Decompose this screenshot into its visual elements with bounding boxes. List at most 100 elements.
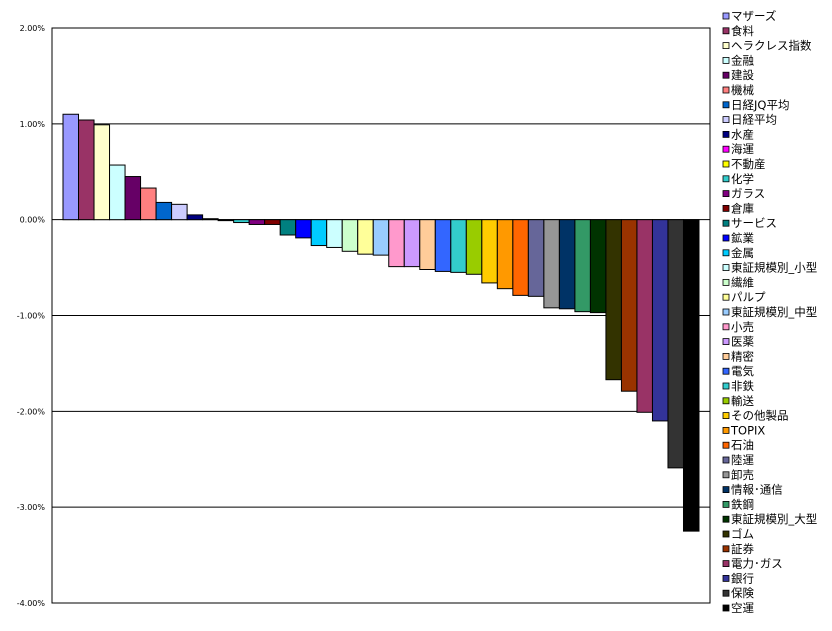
gridlines [51, 27, 711, 604]
legend-label: 医薬 [731, 335, 754, 349]
legend: マザーズ食料ヘラクレス指数金融建設機械日経JQ平均日経平均水産海運不動産化学ガラ… [722, 9, 817, 615]
legend-label: 東証規模別_中型 [731, 305, 817, 319]
legend-label: 不動産 [731, 157, 766, 171]
bar [202, 218, 219, 221]
legend-label: 金属 [731, 246, 754, 260]
legend-swatch [722, 116, 730, 123]
bar [543, 219, 560, 309]
legend-swatch [722, 308, 730, 316]
legend-label: 鉱業 [731, 231, 754, 245]
bar [574, 219, 591, 313]
bar [403, 219, 421, 268]
legend-swatch [722, 145, 730, 153]
legend-swatch [722, 130, 730, 138]
legend-swatch [722, 515, 730, 523]
bar [279, 219, 297, 236]
legend-swatch [722, 293, 730, 301]
legend-label: 電力･ガス [731, 557, 783, 571]
legend-swatch [722, 412, 730, 420]
legend-label: ゴム [731, 527, 754, 541]
legend-swatch [722, 486, 730, 494]
legend-label: パルプ [731, 290, 766, 304]
legend-swatch [722, 456, 730, 464]
bar [651, 219, 669, 422]
legend-swatch [722, 441, 730, 449]
bar [155, 201, 173, 221]
bar [512, 219, 529, 296]
legend-label: 情報･通信 [731, 483, 783, 497]
legend-label: 化学 [731, 172, 754, 186]
bar [589, 219, 607, 314]
legend-swatch [722, 204, 730, 212]
legend-swatch [722, 352, 730, 360]
bar [326, 219, 343, 248]
bar [496, 219, 514, 290]
legend-swatch [722, 560, 730, 567]
bar [434, 219, 452, 272]
y-axis-ticks: 2.00% 1.00% 0.00% -1.00% -2.00% -3.00% -4.00% [17, 24, 46, 608]
legend-label: 電気 [731, 364, 754, 378]
legend-swatch [722, 338, 730, 346]
bar [109, 164, 126, 221]
bar [341, 219, 359, 252]
bar [682, 219, 700, 532]
legend-swatch [722, 264, 730, 272]
legend-label: 繊維 [731, 275, 754, 289]
legend-label: 石油 [731, 438, 754, 452]
bar [357, 219, 374, 255]
y-tick-label: -1.00% [17, 312, 46, 321]
bar [171, 203, 188, 221]
bar [62, 113, 80, 221]
bar [558, 219, 576, 310]
legend-swatch [722, 545, 730, 553]
y-tick-label: -4.00% [17, 599, 46, 608]
legend-swatch [722, 101, 730, 109]
bar [78, 119, 95, 221]
y-tick-label: -3.00% [17, 503, 46, 512]
y-tick-label: 2.00% [20, 24, 46, 33]
legend-swatch [722, 575, 730, 582]
legend-label: 鉄鋼 [731, 497, 754, 511]
legend-swatch [722, 323, 730, 331]
legend-label: 証券 [731, 542, 754, 556]
legend-label: 倉庫 [731, 201, 754, 215]
legend-swatch [722, 190, 730, 198]
legend-label: 陸運 [731, 453, 754, 467]
bar [620, 219, 638, 392]
bar [248, 219, 266, 225]
bar [264, 219, 281, 225]
legend-swatch [722, 397, 730, 405]
legend-label: 東証規模別_大型 [731, 512, 817, 526]
legend-swatch [722, 278, 730, 286]
bars [62, 113, 700, 532]
legend-label: 日経JQ平均 [731, 98, 789, 112]
legend-swatch [722, 175, 730, 183]
y-tick-label: -2.00% [17, 407, 46, 416]
bar [481, 219, 498, 284]
legend-label: ヘラクレス指数 [731, 39, 812, 53]
bar [124, 176, 142, 221]
legend-label: 卸売 [731, 468, 754, 482]
bar [295, 219, 312, 239]
legend-label: 食料 [731, 24, 754, 38]
legend-swatch [722, 426, 730, 434]
legend-label: TOPIX [730, 423, 765, 437]
bar [310, 219, 328, 247]
bar [667, 219, 684, 469]
legend-label: 非鉄 [731, 379, 754, 393]
legend-label: 水産 [731, 127, 754, 141]
legend-swatch [722, 219, 730, 227]
legend-swatch [722, 86, 730, 94]
bar [186, 214, 204, 221]
legend-label: 東証規模別_小型 [731, 261, 817, 275]
bar [450, 219, 467, 273]
bar [465, 219, 483, 275]
legend-swatch [722, 604, 730, 612]
legend-label: 精密 [731, 349, 754, 363]
legend-label: 小売 [731, 320, 754, 334]
legend-label: 空運 [731, 601, 754, 615]
legend-label: 海運 [731, 142, 754, 156]
legend-label: 日経平均 [731, 113, 777, 127]
legend-swatch [722, 382, 730, 390]
